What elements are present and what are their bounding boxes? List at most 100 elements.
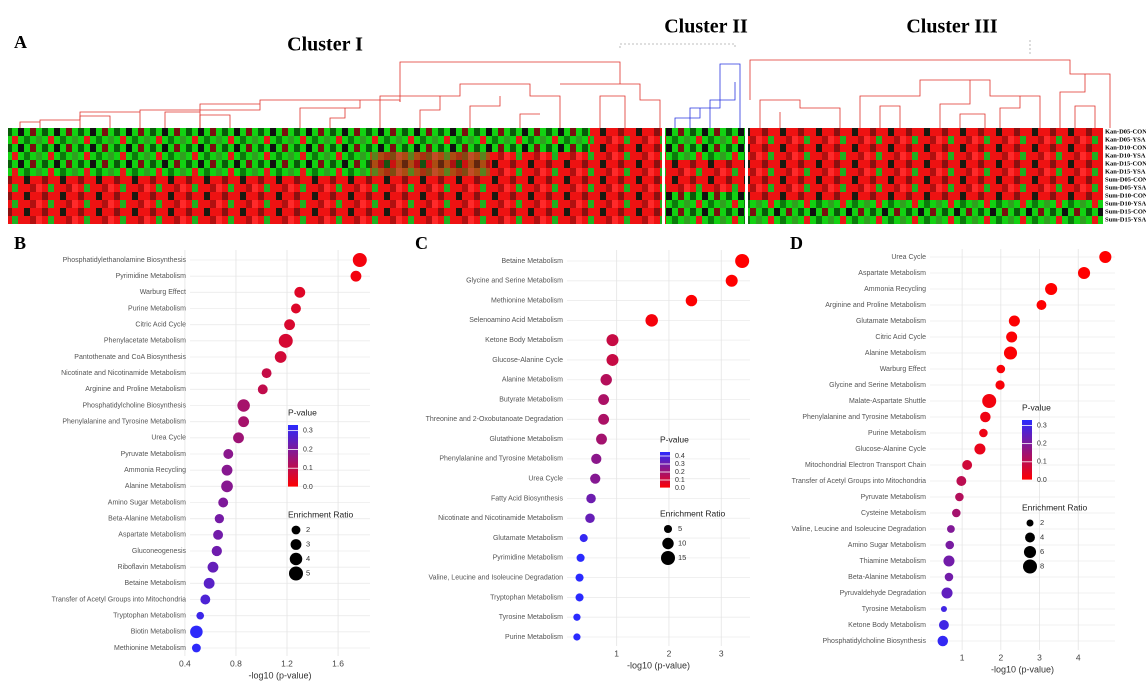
legend-title: P-value: [1022, 402, 1051, 412]
dot: [221, 480, 233, 493]
dot: [645, 314, 658, 327]
y-tick-label: Transfer of Acetyl Groups into Mitochond…: [52, 596, 186, 603]
y-tick-label: Pyruvate Metabolism: [121, 451, 187, 458]
dot: [1077, 266, 1091, 280]
y-tick-label: Tryptophan Metabolism: [490, 594, 563, 601]
row-label: Kan-D10-CON: [1105, 144, 1146, 151]
y-tick-label: Glucose-Alanine Cycle: [855, 446, 926, 453]
dot: [943, 555, 955, 567]
panel-label: C: [415, 233, 428, 253]
dot: [1099, 250, 1112, 264]
size-label: 8: [1040, 561, 1044, 570]
dot: [685, 294, 698, 307]
dot: [955, 492, 964, 502]
dot: [190, 625, 203, 639]
dot: [982, 394, 997, 408]
x-tick-label: 4: [1076, 652, 1081, 662]
y-tick-label: Ketone Body Metabolism: [848, 622, 926, 629]
dot: [261, 368, 272, 379]
y-tick-label: Arginine and Proline Metabolism: [85, 386, 186, 393]
colorbar-label: 0.3: [1037, 422, 1047, 429]
colorbar-label: 0.2: [1037, 440, 1047, 447]
x-tick-label: 0.8: [230, 658, 242, 668]
y-tick-label: Beta-Alanine Metabolism: [848, 574, 926, 581]
y-tick-label: Citric Acid Cycle: [135, 322, 186, 329]
dot: [979, 428, 988, 438]
dot: [938, 620, 949, 630]
x-tick-label: 3: [719, 648, 724, 658]
row-label: Kan-D05-YSA: [1105, 136, 1146, 143]
dot: [596, 433, 607, 445]
y-tick-label: Selenoamino Acid Metabolism: [469, 317, 563, 324]
y-tick-label: Methionine Metabolism: [114, 645, 186, 652]
row-label: Sum-D10-YSA: [1105, 200, 1146, 207]
x-tick-label: 1.6: [332, 658, 344, 668]
colorbar-label: 0.3: [303, 427, 313, 434]
y-tick-label: Pyrimidine Metabolism: [493, 555, 564, 562]
dot: [207, 561, 219, 573]
dot: [586, 493, 596, 504]
dot: [203, 577, 215, 589]
dot: [213, 529, 224, 540]
dot: [196, 611, 205, 620]
x-tick-label: 1: [614, 648, 619, 658]
x-tick-label: 2: [998, 652, 1003, 662]
y-tick-label: Nicotinate and Nicotinamide Metabolism: [438, 515, 563, 522]
colorbar-label: 0.2: [303, 446, 313, 453]
dot: [233, 432, 244, 444]
row-label: Sum-D05-CON: [1105, 176, 1146, 183]
dot: [257, 384, 268, 395]
y-tick-label: Tryptophan Metabolism: [113, 613, 186, 620]
y-tick-label: Glucose-Alanine Cycle: [492, 357, 563, 364]
y-tick-label: Alanine Metabolism: [125, 483, 186, 490]
y-tick-label: Ketone Body Metabolism: [485, 337, 563, 344]
y-tick-label: Glycine and Serine Metabolism: [829, 382, 926, 389]
size-label: 4: [1040, 532, 1044, 541]
x-tick-label: 1: [960, 652, 965, 662]
heatmap: [8, 128, 1103, 224]
row-label: Sum-D05-YSA: [1105, 184, 1146, 191]
dot: [221, 464, 233, 476]
dot: [974, 443, 986, 455]
y-tick-label: Glutamate Metabolism: [493, 535, 563, 542]
y-tick-label: Valine, Leucine and Isoleucine Degradati…: [428, 574, 563, 581]
row-label: Kan-D15-YSA: [1105, 168, 1146, 175]
dot: [278, 333, 293, 348]
dot: [214, 514, 225, 524]
size-key: [291, 525, 301, 535]
dot: [575, 573, 584, 582]
y-tick-label: Urea Cycle: [528, 476, 563, 483]
row-label: Sum-D15-CON: [1105, 208, 1146, 215]
dot: [291, 303, 301, 314]
y-tick-label: Aspartate Metabolism: [118, 532, 186, 539]
dot: [200, 594, 211, 605]
panel-label: B: [14, 233, 26, 253]
y-tick-label: Valine, Leucine and Isoleucine Degradati…: [791, 526, 926, 533]
dot: [573, 613, 581, 621]
dot: [944, 572, 954, 582]
y-tick-label: Phosphatidylcholine Biosynthesis: [822, 638, 926, 645]
dot: [591, 453, 602, 465]
dot: [352, 253, 367, 267]
dot: [573, 633, 581, 641]
plot-area: [190, 250, 370, 656]
y-tick-label: Ammonia Recycling: [124, 467, 186, 474]
size-label: 3: [306, 539, 310, 548]
colorbar: [288, 425, 298, 487]
y-tick-label: Threonine and 2-Oxobutanoate Degradation: [426, 416, 563, 423]
colorbar-label: 0.0: [303, 484, 313, 491]
y-tick-label: Pyruvaldehyde Degradation: [840, 590, 926, 597]
dot: [350, 270, 362, 282]
dot: [940, 605, 947, 613]
y-tick-label: Glutamate Metabolism: [856, 318, 926, 325]
size-label: 2: [306, 525, 310, 534]
y-tick-label: Pantothenate and CoA Biosynthesis: [74, 354, 186, 361]
dot: [735, 254, 750, 268]
y-tick-label: Purine Metabolism: [505, 634, 563, 641]
y-tick-label: Pyruvate Metabolism: [861, 494, 927, 501]
x-tick-label: 2: [667, 648, 672, 658]
size-key: [289, 566, 303, 581]
dot: [725, 274, 738, 287]
size-label: 5: [306, 568, 310, 577]
